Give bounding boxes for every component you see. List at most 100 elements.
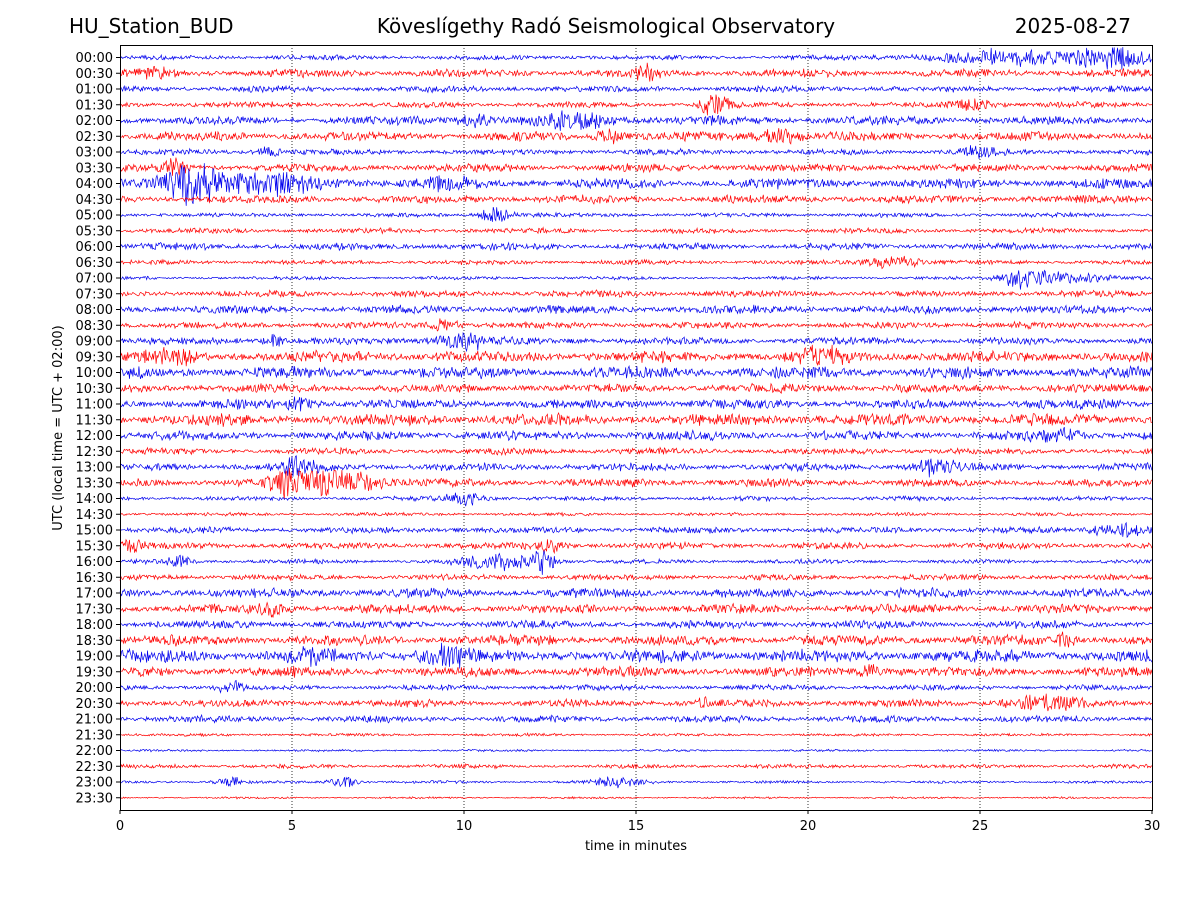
y-tick-label: 16:00 [76,555,113,570]
trace-0100 [119,84,1153,94]
y-tick-label: 13:30 [76,476,113,491]
y-tick-label: 09:00 [76,335,113,350]
station-name: HU_Station_BUD [69,14,234,38]
trace-0030 [119,62,1153,82]
y-tick-label: 21:30 [76,728,113,743]
y-tick-label: 17:00 [76,587,113,602]
trace-1430 [119,511,1153,518]
y-tick-label: 06:00 [76,240,113,255]
y-tick-label: 09:30 [76,350,113,365]
y-tick-label: 23:00 [76,776,113,791]
trace-1300 [119,455,1153,478]
trace-2000 [119,679,1153,694]
y-tick-label: 14:30 [76,508,113,523]
y-tick-label: 03:00 [76,146,113,161]
y-tick-label: 08:30 [76,319,113,334]
trace-1230 [119,446,1153,457]
trace-0530 [119,226,1153,235]
x-tick-label: 10 [456,819,473,834]
y-tick-label: 22:30 [76,760,113,775]
trace-1100 [119,396,1152,412]
y-tick-label: 16:30 [76,571,113,586]
trace-0900 [119,331,1153,353]
x-tick-label: 0 [116,819,124,834]
y-tick-label: 11:30 [76,413,113,428]
trace-1630 [119,573,1153,582]
y-tick-label: 10:00 [76,366,113,381]
y-tick-label: 07:00 [76,272,113,287]
y-tick-label: 02:30 [76,130,113,145]
trace-1800 [119,619,1153,630]
trace-1030 [119,382,1153,394]
trace-1000 [119,365,1153,381]
trace-1400 [119,492,1153,507]
trace-0300 [119,145,1153,159]
trace-0200 [119,110,1153,131]
x-tick-label: 20 [800,819,817,834]
trace-0000 [119,47,1153,70]
trace-1500 [119,521,1153,539]
trace-2200 [119,748,1152,753]
y-tick-label: 15:30 [76,539,113,554]
x-axis-ticks: 0 5 10 15 20 25 30 [116,810,1160,834]
trace-2100 [119,713,1153,724]
trace-0230 [119,128,1153,145]
trace-1930 [119,664,1153,678]
trace-2230 [119,762,1153,770]
y-tick-label: 20:00 [76,681,113,696]
grid-lines [291,45,981,810]
trace-2300 [119,776,1153,789]
x-tick-label: 30 [1144,819,1161,834]
trace-1200 [119,426,1153,443]
y-tick-label: 17:30 [76,602,113,617]
seismic-traces [119,47,1153,800]
plot-frame [120,45,1153,811]
y-axis-label: UTC (local time = UTC + 02:00) [51,325,66,530]
y-tick-label: 22:00 [76,744,113,759]
y-tick-label: 05:00 [76,209,113,224]
y-tick-label: 14:00 [76,492,113,507]
y-tick-label: 19:00 [76,650,113,665]
y-tick-label: 07:30 [76,287,113,302]
trace-0400 [119,163,1153,206]
trace-0430 [119,194,1153,205]
y-tick-label: 20:30 [76,697,113,712]
trace-0630 [119,255,1153,270]
trace-1530 [119,538,1153,555]
trace-1330 [119,467,1153,500]
y-tick-label: 05:30 [76,224,113,239]
trace-0130 [119,94,1153,116]
y-tick-label: 18:30 [76,634,113,649]
trace-2130 [119,732,1153,738]
y-tick-label: 15:00 [76,524,113,539]
trace-0700 [119,269,1153,290]
y-tick-label: 12:00 [76,429,113,444]
x-tick-label: 15 [628,819,645,834]
trace-1830 [119,631,1153,648]
trace-1600 [119,550,1153,575]
y-tick-label: 11:00 [76,398,113,413]
x-axis-label: time in minutes [585,839,687,854]
trace-2030 [119,693,1153,712]
trace-2330 [119,795,1153,800]
y-tick-label: 13:00 [76,461,113,476]
trace-1130 [119,412,1153,427]
chart-date: 2025-08-27 [1014,14,1131,38]
x-tick-label: 25 [972,819,989,834]
y-axis-ticks: 00:0000:3001:0001:3002:0002:3003:0003:30… [76,51,120,806]
trace-0800 [119,304,1153,316]
y-tick-label: 19:30 [76,665,113,680]
y-tick-label: 06:30 [76,256,113,271]
trace-0500 [119,207,1153,222]
trace-1730 [119,601,1153,618]
y-tick-label: 00:00 [76,51,113,66]
chart-title: Köveslígethy Radó Seismological Observat… [376,14,836,38]
y-tick-label: 02:00 [76,114,113,129]
y-tick-label: 03:30 [76,161,113,176]
y-tick-label: 04:30 [76,193,113,208]
y-tick-label: 00:30 [76,67,113,82]
y-tick-label: 01:00 [76,83,113,98]
y-tick-label: 12:30 [76,445,113,460]
x-tick-label: 5 [288,819,296,834]
